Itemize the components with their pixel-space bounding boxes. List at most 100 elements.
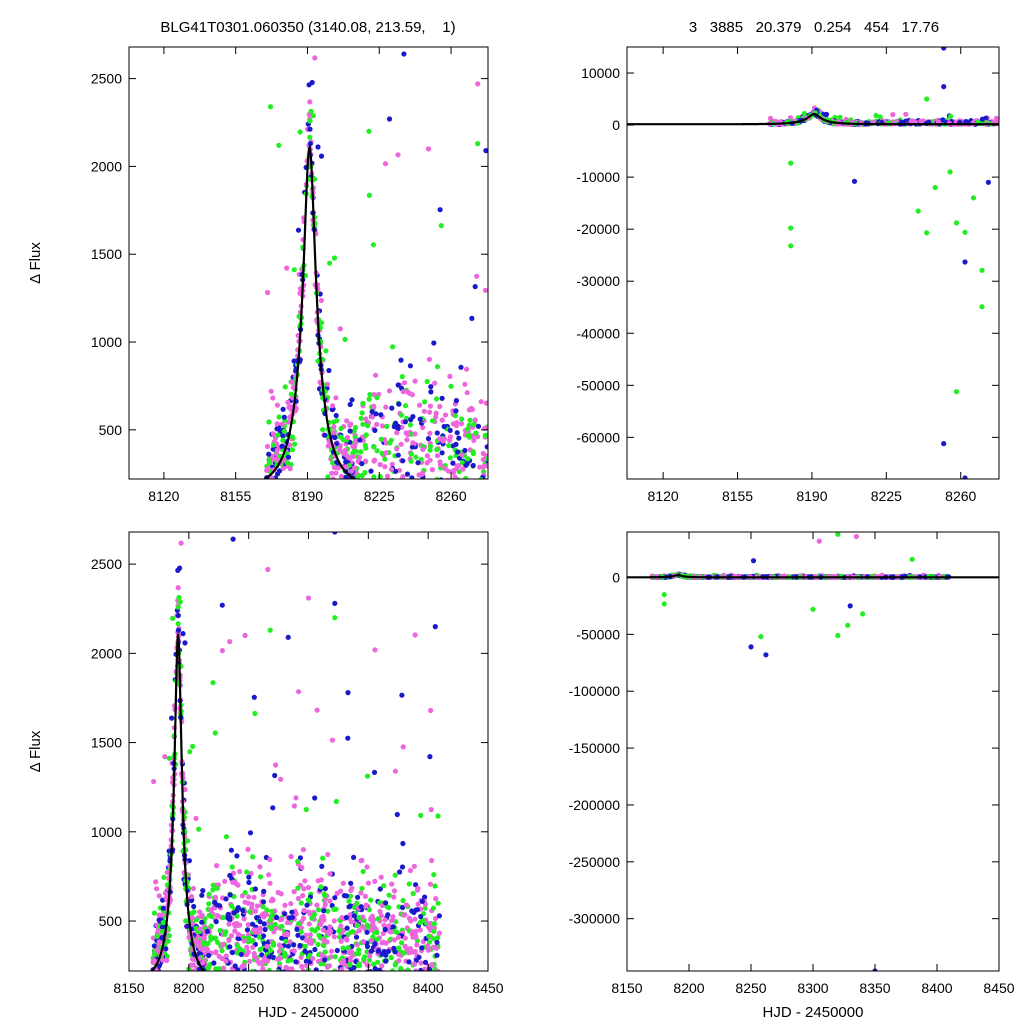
data-point-series-1 (480, 457, 486, 463)
data-point-series-1 (696, 452, 701, 457)
data-point-series-3 (408, 451, 414, 457)
data-point-series-3 (613, 410, 618, 415)
data-point-series-2 (355, 894, 361, 900)
data-point-series-3 (556, 469, 561, 474)
data-point-series-2 (332, 532, 338, 535)
data-point-series-1 (511, 433, 516, 438)
data-point-series-2 (285, 454, 292, 460)
data-point-series-1 (429, 467, 435, 473)
data-point-series-1 (413, 934, 419, 940)
data-point-series-3 (175, 621, 181, 627)
data-point-series-1 (498, 475, 503, 480)
data-point-series-1 (251, 894, 257, 900)
data-point-series-2 (509, 467, 514, 472)
data-point-series-1 (284, 920, 290, 926)
data-point-series-1 (744, 453, 749, 458)
data-point-series-1 (522, 357, 527, 362)
data-point-series-3 (685, 457, 690, 462)
data-point-series-1 (265, 958, 271, 964)
data-point-series-1 (739, 436, 744, 441)
data-point-series-1 (369, 913, 375, 919)
data-point-series-3 (315, 358, 321, 364)
data-point-series-1 (576, 484, 581, 489)
data-point-series-2 (291, 942, 297, 948)
data-point-series-3 (693, 407, 698, 412)
data-point-series-3 (386, 892, 392, 898)
data-point-series-1 (403, 902, 409, 908)
data-point-series-3 (298, 972, 303, 977)
data-point-series-2 (151, 943, 157, 949)
data-point-series-2 (428, 389, 434, 395)
data-point-series-2 (596, 424, 601, 429)
data-point-series-1 (524, 417, 529, 422)
data-point-series-1 (264, 943, 270, 950)
data-point-series-1 (506, 457, 511, 462)
data-point-series-3 (557, 452, 562, 457)
data-point-series-1 (428, 707, 434, 714)
data-point-series-3 (430, 905, 437, 911)
data-point-series-1 (572, 249, 577, 254)
data-point-series-1 (378, 913, 384, 919)
data-point-series-3 (534, 401, 539, 406)
data-point-series-2 (755, 422, 760, 427)
data-point-series-2 (383, 958, 389, 964)
data-point-series-1 (535, 469, 540, 474)
data-point-series-2 (985, 179, 992, 185)
data-point-series-2 (262, 926, 268, 933)
data-point-series-2 (383, 900, 389, 906)
data-point-series-3 (387, 440, 393, 446)
data-point-series-3 (341, 978, 346, 983)
data-point-series-2 (439, 450, 445, 456)
data-point-series-3 (193, 925, 199, 931)
data-point-series-1 (715, 443, 720, 448)
data-point-series-2 (280, 433, 286, 439)
data-point-series-3 (402, 403, 409, 409)
data-point-series-2 (223, 896, 229, 902)
data-point-series-3 (356, 951, 362, 957)
data-point-series-2 (650, 408, 655, 413)
data-point-series-1 (1014, 121, 1019, 126)
data-point-series-2 (1006, 120, 1011, 125)
data-point-series-3 (747, 393, 752, 398)
data-point-series-1 (425, 947, 431, 953)
data-point-series-2 (498, 464, 503, 469)
data-point-series-1 (494, 429, 499, 434)
data-point-series-1 (736, 433, 741, 438)
data-point-series-3 (558, 401, 563, 406)
data-point-series-3 (234, 950, 240, 956)
data-point-series-1 (328, 954, 334, 960)
data-point-series-1 (553, 461, 558, 466)
data-point-series-1 (499, 448, 504, 453)
data-point-series-3 (363, 973, 368, 978)
data-point-series-1 (993, 115, 999, 121)
data-point-series-3 (270, 940, 276, 946)
data-point-series-3 (431, 936, 437, 942)
data-point-series-1 (644, 434, 649, 439)
data-point-series-3 (166, 755, 172, 761)
data-point-series-3 (745, 382, 750, 387)
data-point-series-1 (459, 452, 465, 458)
data-point-series-3 (686, 413, 691, 418)
data-point-series-2 (235, 935, 241, 942)
data-point-series-2 (309, 79, 315, 86)
data-point-series-2 (583, 478, 588, 483)
data-point-series-1 (346, 486, 351, 491)
data-point-series-1 (427, 409, 433, 415)
data-point-series-1 (299, 864, 305, 871)
data-point-series-2 (580, 456, 585, 461)
data-point-series-1 (727, 448, 732, 453)
data-point-series-3 (492, 447, 497, 452)
data-point-series-3 (431, 872, 437, 878)
data-point-series-3 (725, 426, 730, 431)
data-point-series-1 (735, 452, 740, 457)
data-point-series-3 (311, 912, 318, 918)
data-point-series-2 (368, 468, 374, 474)
data-point-series-2 (398, 357, 404, 363)
data-point-series-1 (699, 454, 704, 459)
data-point-series-2 (359, 461, 365, 467)
data-point-series-1 (715, 437, 720, 442)
data-point-series-1 (230, 879, 236, 885)
data-point-series-1 (326, 972, 331, 977)
y-tick-label: -40000 (576, 325, 620, 341)
data-point-series-1 (413, 973, 418, 978)
